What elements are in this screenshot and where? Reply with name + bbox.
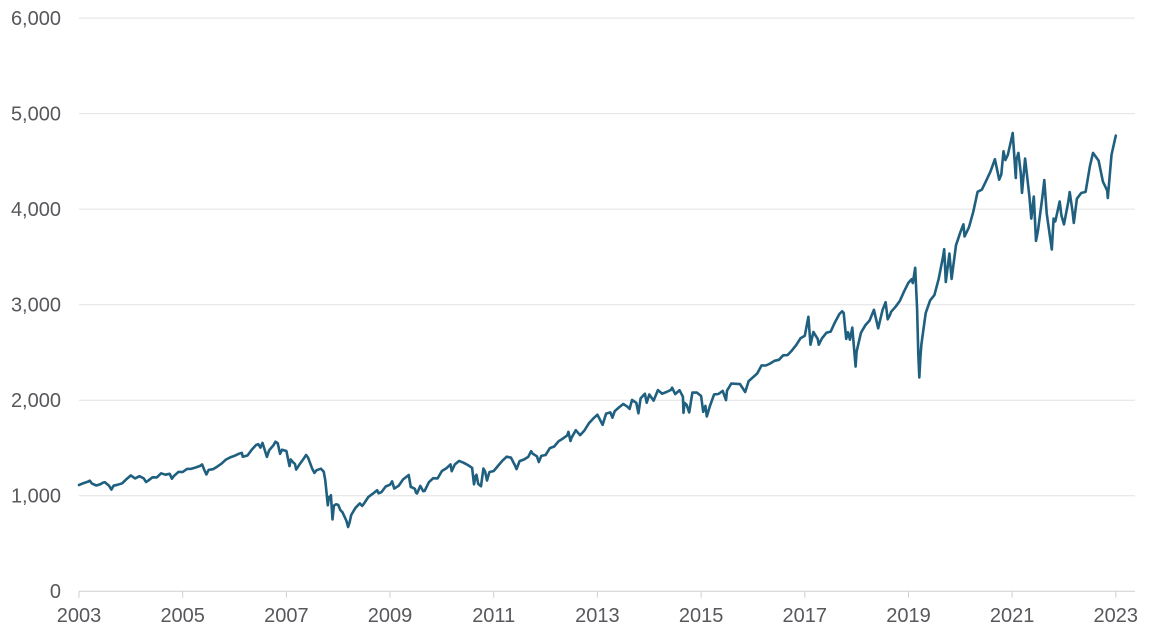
x-tick-label: 2021 <box>990 605 1035 627</box>
y-tick-label: 5,000 <box>11 104 61 126</box>
y-tick-label: 6,000 <box>11 8 61 30</box>
x-tick-label: 2005 <box>160 605 205 627</box>
y-tick-label: 4,000 <box>11 199 61 221</box>
x-tick-label: 2015 <box>679 605 724 627</box>
x-tick-label: 2019 <box>886 605 931 627</box>
y-axis-labels: 0 1,000 2,000 3,000 4,000 5,000 6,000 <box>11 8 61 603</box>
x-axis-ticks <box>78 591 1117 598</box>
x-tick-label: 2023 <box>1094 605 1139 627</box>
x-tick-label: 2007 <box>264 605 309 627</box>
y-tick-label: 3,000 <box>11 295 61 317</box>
x-tick-label: 2013 <box>575 605 620 627</box>
gridlines <box>79 17 1135 592</box>
x-tick-label: 2009 <box>368 605 413 627</box>
y-tick-label: 1,000 <box>11 486 61 508</box>
x-tick-label: 2017 <box>783 605 828 627</box>
y-tick-label: 2,000 <box>11 390 61 412</box>
x-tick-label: 2011 <box>472 605 515 627</box>
x-axis-labels: 2003 2005 2007 2009 2011 2013 2015 2017 2019 2021… <box>57 605 1138 627</box>
price-line <box>77 131 1118 529</box>
x-tick-label: 2003 <box>57 605 102 627</box>
y-tick-label: 0 <box>50 581 61 603</box>
